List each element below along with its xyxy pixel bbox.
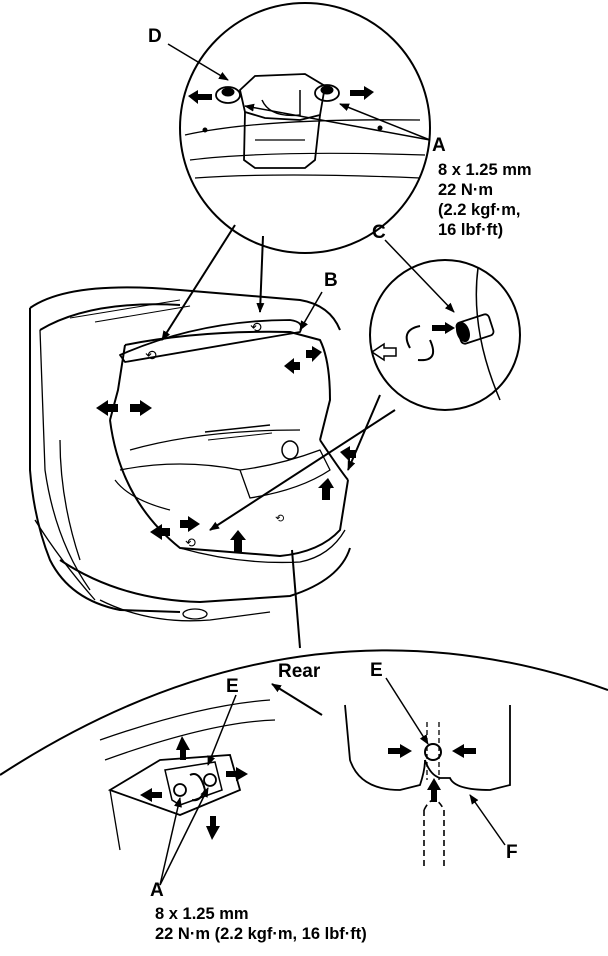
svg-text:⟲: ⟲ bbox=[275, 512, 284, 525]
label-b: B bbox=[324, 270, 338, 291]
spec-bottom-line-1: 8 x 1.25 mm bbox=[155, 905, 249, 923]
vehicle-body: ⟲ ⟲ ⟲ ⟲ ⟲ bbox=[29, 286, 351, 622]
spec-bottom-line-2: 22 N·m (2.2 kgf·m, 16 lbf·ft) bbox=[155, 925, 367, 943]
label-rear: Rear bbox=[278, 661, 321, 682]
svg-text:⟲: ⟲ bbox=[250, 320, 262, 336]
svg-text:⟲: ⟲ bbox=[185, 536, 196, 551]
label-e-left: E bbox=[226, 676, 239, 697]
svg-text:⟲: ⟲ bbox=[145, 348, 157, 364]
spec-top-line-2: 22 N·m bbox=[438, 181, 494, 199]
label-a-bottom: A bbox=[150, 880, 164, 901]
label-d: D bbox=[148, 26, 162, 47]
label-a-top: A bbox=[432, 135, 446, 156]
hinge-detail-circle bbox=[179, 2, 431, 254]
striker-detail-panel bbox=[0, 649, 608, 870]
label-f: F bbox=[506, 842, 518, 863]
bumper-adjust-arrows bbox=[370, 322, 455, 362]
spec-top-line-3: (2.2 kgf·m, bbox=[438, 201, 521, 219]
body-adjust-arrows bbox=[96, 346, 356, 552]
label-c: C bbox=[372, 222, 386, 243]
label-e-right: E bbox=[370, 660, 383, 681]
bumper-detail-circle bbox=[369, 259, 521, 411]
spec-top-line-4: 16 lbf·ft) bbox=[438, 221, 504, 239]
striker-adjust-arrows bbox=[140, 736, 476, 840]
spec-top-line-1: 8 x 1.25 mm bbox=[438, 161, 532, 179]
hinge-adjust-arrows bbox=[188, 86, 374, 104]
leader-lines bbox=[159, 43, 506, 886]
